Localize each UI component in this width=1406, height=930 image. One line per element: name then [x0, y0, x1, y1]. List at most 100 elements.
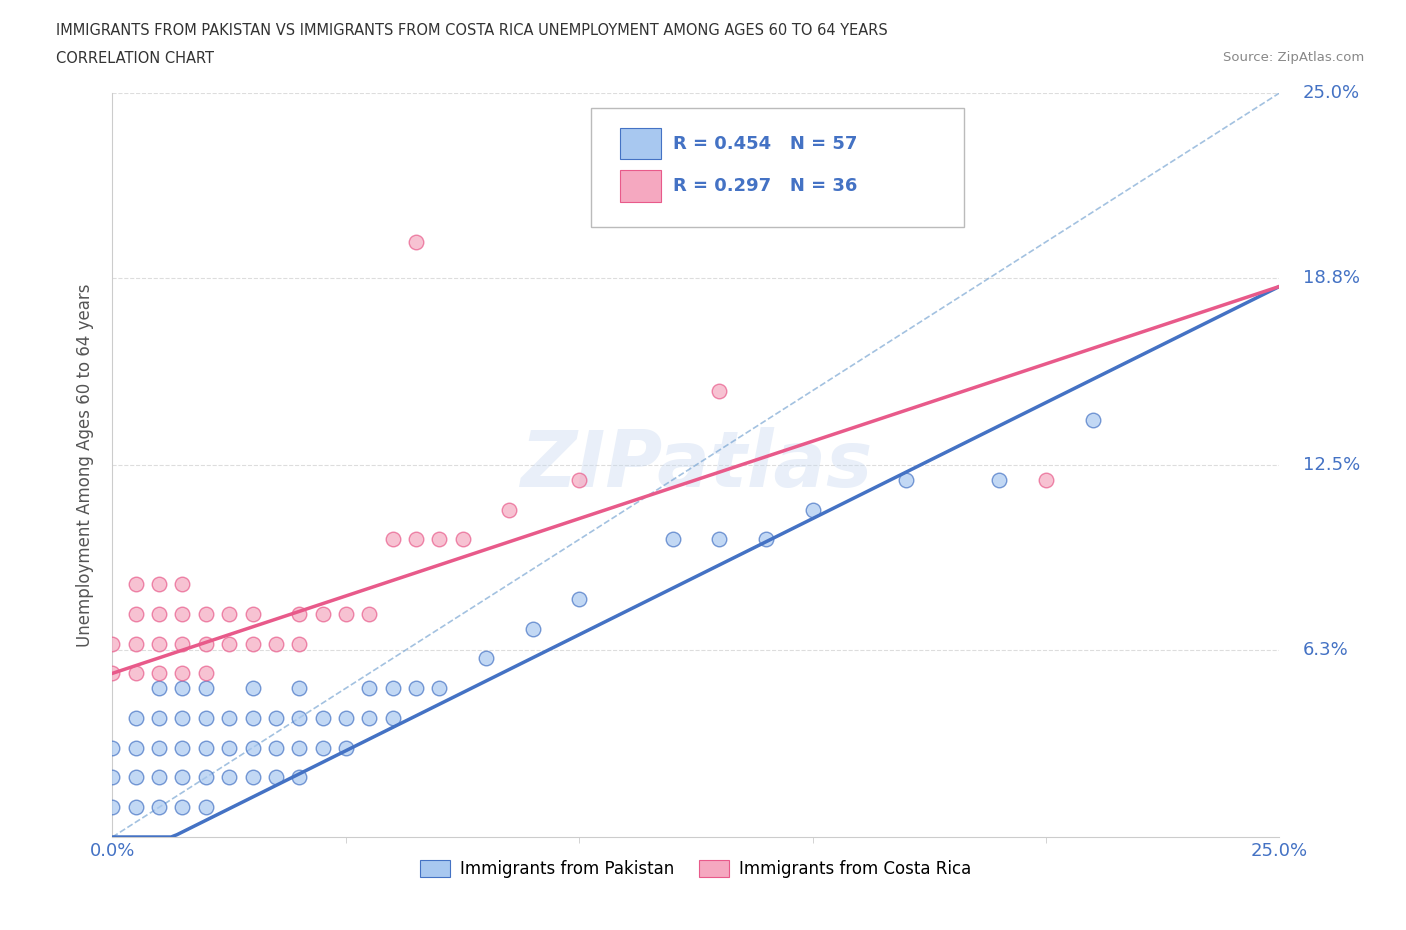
Point — [451, 532, 474, 547]
Point — [568, 591, 591, 606]
Point — [125, 740, 148, 755]
Point — [381, 532, 404, 547]
Point — [288, 681, 311, 696]
Text: 25.0%: 25.0% — [1303, 84, 1360, 102]
Point — [218, 711, 240, 725]
Point — [311, 606, 333, 621]
Point — [194, 636, 217, 651]
Point — [381, 711, 404, 725]
Point — [125, 636, 148, 651]
Point — [194, 711, 217, 725]
Point — [172, 681, 194, 696]
Point — [522, 621, 544, 636]
Point — [288, 740, 311, 755]
Point — [359, 711, 381, 725]
Point — [405, 681, 427, 696]
Point — [709, 383, 731, 398]
Point — [172, 711, 194, 725]
Point — [1081, 413, 1104, 428]
Point — [335, 606, 357, 621]
Point — [264, 711, 287, 725]
Point — [242, 711, 264, 725]
Text: Source: ZipAtlas.com: Source: ZipAtlas.com — [1223, 51, 1364, 64]
Point — [218, 636, 240, 651]
Text: CORRELATION CHART: CORRELATION CHART — [56, 51, 214, 66]
Text: R = 0.297   N = 36: R = 0.297 N = 36 — [672, 177, 858, 195]
Point — [218, 606, 240, 621]
Text: R = 0.454   N = 57: R = 0.454 N = 57 — [672, 135, 858, 153]
Point — [148, 800, 170, 815]
Point — [101, 740, 124, 755]
Legend: Immigrants from Pakistan, Immigrants from Costa Rica: Immigrants from Pakistan, Immigrants fro… — [413, 853, 979, 884]
Point — [101, 666, 124, 681]
Point — [172, 606, 194, 621]
Point — [172, 636, 194, 651]
FancyBboxPatch shape — [620, 170, 661, 202]
Point — [568, 472, 591, 487]
Point — [894, 472, 917, 487]
Point — [194, 800, 217, 815]
Point — [148, 711, 170, 725]
FancyBboxPatch shape — [620, 128, 661, 159]
Text: 6.3%: 6.3% — [1303, 641, 1348, 658]
Point — [125, 800, 148, 815]
Point — [311, 711, 333, 725]
Point — [148, 681, 170, 696]
Point — [172, 666, 194, 681]
Point — [1035, 472, 1057, 487]
Point — [194, 666, 217, 681]
Point — [101, 800, 124, 815]
Point — [427, 532, 450, 547]
Point — [988, 472, 1011, 487]
Point — [242, 681, 264, 696]
Point — [218, 740, 240, 755]
Point — [148, 636, 170, 651]
Point — [125, 711, 148, 725]
Point — [125, 606, 148, 621]
Point — [288, 711, 311, 725]
Point — [335, 711, 357, 725]
Point — [311, 740, 333, 755]
Point — [148, 740, 170, 755]
Point — [172, 740, 194, 755]
Point — [125, 770, 148, 785]
Point — [194, 770, 217, 785]
Point — [498, 502, 520, 517]
Point — [801, 205, 824, 219]
Point — [359, 606, 381, 621]
Point — [194, 606, 217, 621]
Point — [264, 636, 287, 651]
Point — [359, 681, 381, 696]
Text: 18.8%: 18.8% — [1303, 269, 1360, 286]
Point — [381, 681, 404, 696]
Point — [194, 681, 217, 696]
Point — [475, 651, 498, 666]
Point — [148, 606, 170, 621]
Point — [661, 532, 683, 547]
Point — [125, 577, 148, 591]
Point — [709, 532, 731, 547]
Text: 12.5%: 12.5% — [1303, 456, 1360, 474]
Point — [242, 606, 264, 621]
Point — [288, 770, 311, 785]
Point — [288, 636, 311, 651]
Point — [148, 577, 170, 591]
Point — [148, 770, 170, 785]
Y-axis label: Unemployment Among Ages 60 to 64 years: Unemployment Among Ages 60 to 64 years — [76, 284, 94, 646]
Point — [101, 770, 124, 785]
Point — [242, 636, 264, 651]
Point — [405, 532, 427, 547]
Point — [405, 234, 427, 249]
Point — [242, 740, 264, 755]
Point — [218, 770, 240, 785]
Point — [172, 800, 194, 815]
Point — [242, 770, 264, 785]
Point — [172, 577, 194, 591]
Point — [288, 606, 311, 621]
Point — [125, 666, 148, 681]
Point — [755, 532, 778, 547]
Point — [427, 681, 450, 696]
Point — [801, 502, 824, 517]
Text: IMMIGRANTS FROM PAKISTAN VS IMMIGRANTS FROM COSTA RICA UNEMPLOYMENT AMONG AGES 6: IMMIGRANTS FROM PAKISTAN VS IMMIGRANTS F… — [56, 23, 889, 38]
Point — [101, 636, 124, 651]
